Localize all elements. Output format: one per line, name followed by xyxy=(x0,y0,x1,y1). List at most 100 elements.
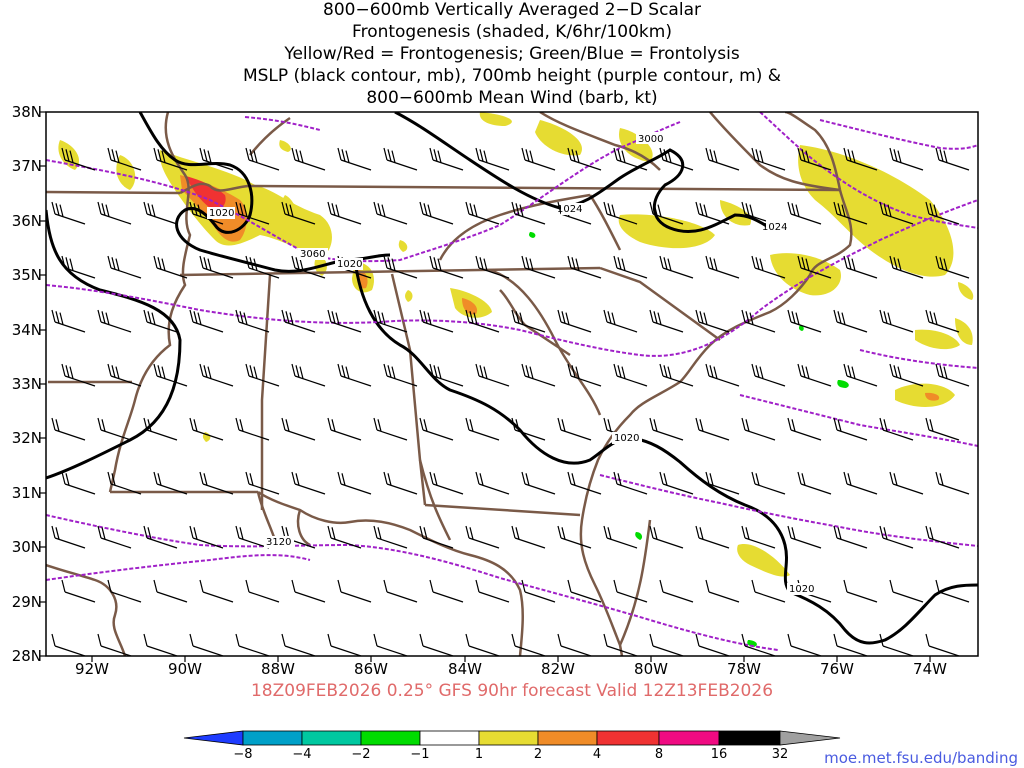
wind-barbs xyxy=(51,147,970,656)
wind-barb xyxy=(649,525,684,549)
contour-labels: 1020 1020 1024 1024 1020 1020 3000 3060 … xyxy=(207,132,817,595)
wind-barb xyxy=(337,363,372,387)
wind-barb xyxy=(143,309,178,333)
wind-barb xyxy=(705,363,740,387)
wind-barb xyxy=(51,417,86,441)
lat-label: 30N xyxy=(11,538,42,556)
wind-barb xyxy=(843,579,878,603)
wind-barb xyxy=(51,201,86,225)
wind-barb xyxy=(475,147,510,171)
wind-barb xyxy=(465,633,500,656)
wind-barb xyxy=(475,579,510,603)
wind-barb xyxy=(751,363,786,387)
wind-barb xyxy=(61,579,96,603)
wind-barb xyxy=(465,525,500,549)
wind-barb xyxy=(245,255,280,279)
mslp-label: 1024 xyxy=(762,222,787,233)
axis-ticks xyxy=(40,111,931,662)
lat-label: 29N xyxy=(11,593,42,611)
wind-barb xyxy=(419,309,454,333)
wind-barb xyxy=(603,201,638,225)
lon-label: 88W xyxy=(261,660,295,678)
wind-barb xyxy=(97,633,132,656)
wind-barb xyxy=(281,309,316,333)
wind-barb xyxy=(107,579,142,603)
wind-barb xyxy=(419,417,454,441)
height-label: 3120 xyxy=(266,537,291,548)
wind-barb xyxy=(51,525,86,549)
wind-barb xyxy=(695,201,730,225)
wind-barb xyxy=(465,417,500,441)
wind-barb xyxy=(925,633,960,656)
wind-barb xyxy=(511,525,546,549)
colorbar-label: 4 xyxy=(592,747,602,762)
wind-barb xyxy=(567,363,602,387)
wind-barb xyxy=(199,147,234,171)
mslp-label: 1020 xyxy=(337,259,362,270)
wind-barb xyxy=(833,417,868,441)
wind-barb xyxy=(373,633,408,656)
lat-label: 33N xyxy=(11,375,42,393)
wind-barb xyxy=(245,147,280,171)
wind-barb xyxy=(613,471,648,495)
wind-barb xyxy=(327,417,362,441)
wind-barb xyxy=(61,147,96,171)
wind-barb xyxy=(153,147,188,171)
wind-barb xyxy=(475,363,510,387)
height-contours xyxy=(46,112,978,651)
wind-barb xyxy=(879,201,914,225)
wind-barb xyxy=(751,579,786,603)
wind-barb xyxy=(521,147,556,171)
colorbar-label: −4 xyxy=(292,747,312,762)
wind-barb xyxy=(925,309,960,333)
wind-barb xyxy=(935,147,970,171)
wind-barb xyxy=(603,633,638,656)
wind-barb xyxy=(383,579,418,603)
wind-barb xyxy=(521,363,556,387)
wind-barb xyxy=(649,309,684,333)
wind-barb xyxy=(695,417,730,441)
title-line-2: Frontogenesis (shaded, K/6hr/100km) xyxy=(352,22,672,42)
wind-barb xyxy=(843,363,878,387)
colorbar-label: −1 xyxy=(410,747,430,762)
wind-barb xyxy=(373,309,408,333)
wind-barb xyxy=(511,201,546,225)
wind-barb xyxy=(429,255,464,279)
wind-barb xyxy=(511,309,546,333)
wind-barb xyxy=(889,471,924,495)
wind-barb xyxy=(291,255,326,279)
wind-barb xyxy=(189,417,224,441)
wind-barb xyxy=(51,309,86,333)
wind-barb xyxy=(337,471,372,495)
colorbar-label: −8 xyxy=(233,747,253,762)
wind-barb xyxy=(787,417,822,441)
wind-barb xyxy=(281,633,316,656)
colorbar-label: 16 xyxy=(710,747,728,762)
wind-barb xyxy=(373,525,408,549)
lon-label: 90W xyxy=(168,660,202,678)
state-boundaries xyxy=(46,112,853,656)
wind-barb xyxy=(935,255,970,279)
colorbar-label: −2 xyxy=(351,747,371,762)
lon-label: 86W xyxy=(354,660,388,678)
lat-label: 37N xyxy=(11,157,42,175)
title-line-3: Yellow/Red = Frontogenesis; Green/Blue =… xyxy=(284,44,740,64)
wind-barb xyxy=(327,309,362,333)
forecast-valid-text: 18Z09FEB2026 0.25° GFS 90hr forecast Val… xyxy=(250,681,774,701)
wind-barb xyxy=(751,471,786,495)
wind-barb xyxy=(521,255,556,279)
wind-barb xyxy=(889,147,924,171)
wind-barb xyxy=(419,633,454,656)
wind-barb xyxy=(143,417,178,441)
wind-barb xyxy=(281,201,316,225)
lon-label: 78W xyxy=(727,660,761,678)
wind-barb xyxy=(107,471,142,495)
wind-barb xyxy=(557,525,592,549)
wind-barb xyxy=(199,363,234,387)
wind-barb xyxy=(235,201,270,225)
wind-barb xyxy=(925,201,960,225)
wind-barb xyxy=(889,255,924,279)
wind-barb xyxy=(475,255,510,279)
wind-barb xyxy=(143,633,178,656)
wind-barb xyxy=(787,525,822,549)
